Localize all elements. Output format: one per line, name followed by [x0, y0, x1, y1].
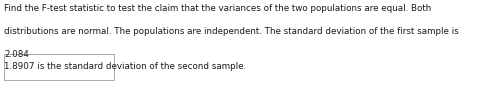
Text: distributions are normal. The populations are independent. The standard deviatio: distributions are normal. The population…: [4, 27, 459, 36]
FancyBboxPatch shape: [4, 54, 114, 80]
Text: Find the F-test statistic to test the claim that the variances of the two popula: Find the F-test statistic to test the cl…: [4, 4, 431, 13]
Text: 2.084: 2.084: [4, 50, 29, 59]
Text: 1.8907 is the standard deviation of the second sample.: 1.8907 is the standard deviation of the …: [4, 62, 246, 71]
